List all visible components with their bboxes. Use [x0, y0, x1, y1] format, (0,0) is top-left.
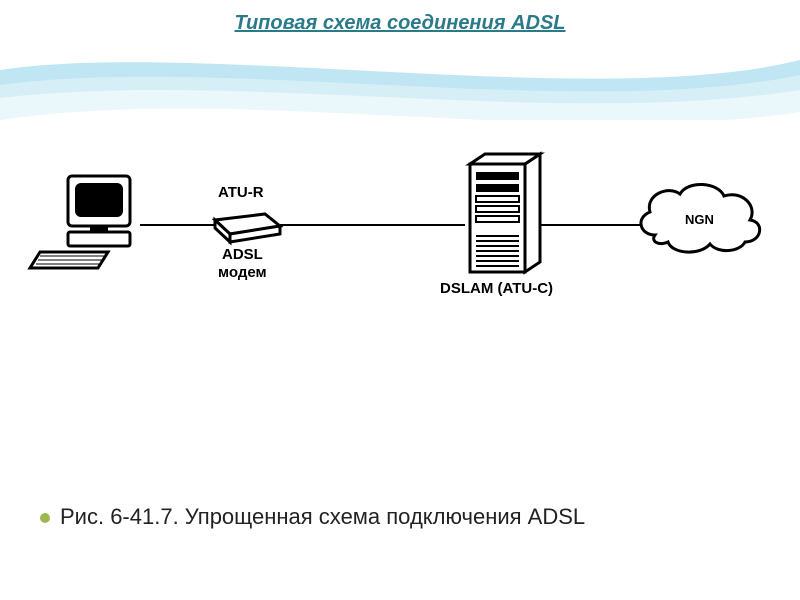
- caption-text: Рис. 6-41.7. Упрощенная схема подключени…: [60, 504, 585, 529]
- figure-caption: Рис. 6-41.7. Упрощенная схема подключени…: [40, 504, 770, 530]
- modem-label-adsl: ADSL: [222, 246, 263, 263]
- computer-icon: [30, 176, 130, 268]
- bullet-icon: [40, 513, 50, 523]
- modem-icon: [215, 214, 280, 242]
- dslam-label: DSLAM (ATU-C): [440, 280, 553, 297]
- adsl-diagram: ATU-R ADSL модем DSLAM (ATU-C) NGN: [0, 140, 800, 380]
- modem-label-modem: модем: [218, 264, 267, 281]
- diagram-svg: [0, 140, 800, 380]
- modem-label-top: ATU-R: [218, 184, 264, 201]
- page-title: Типовая схема соединения ADSL: [0, 12, 800, 35]
- wave-background: [0, 40, 800, 120]
- dslam-icon: [470, 154, 540, 272]
- cloud-label: NGN: [685, 212, 714, 227]
